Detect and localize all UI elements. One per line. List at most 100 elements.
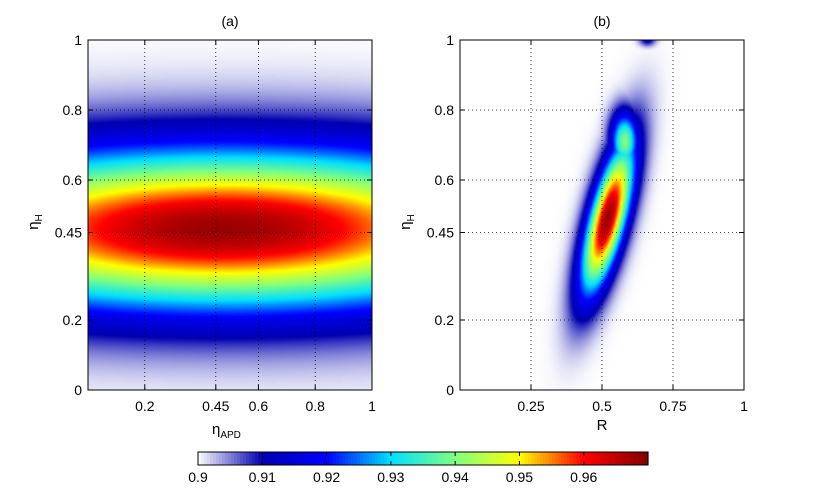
colorbar-segment bbox=[225, 452, 229, 465]
colorbar-segment bbox=[336, 452, 340, 465]
colorbar-segment bbox=[294, 452, 298, 465]
panel-a-heatmap-image bbox=[88, 40, 372, 390]
colorbar-segment bbox=[261, 452, 265, 465]
colorbar-segment bbox=[498, 452, 502, 465]
colorbar-segment bbox=[213, 452, 217, 465]
colorbar-segment bbox=[531, 452, 535, 465]
panel-a-ytick-label: 1 bbox=[74, 32, 82, 48]
colorbar-segment bbox=[450, 452, 454, 465]
colorbar-segment bbox=[561, 452, 565, 465]
colorbar-segment bbox=[372, 452, 376, 465]
colorbar-segment bbox=[333, 452, 337, 465]
colorbar-segment bbox=[273, 452, 277, 465]
colorbar-segment bbox=[420, 452, 424, 465]
colorbar-segment bbox=[240, 452, 244, 465]
colorbar-segment bbox=[276, 452, 280, 465]
colorbar-segment bbox=[357, 452, 361, 465]
colorbar-segment bbox=[375, 452, 379, 465]
colorbar-segment bbox=[582, 452, 586, 465]
colorbar-segment bbox=[381, 452, 385, 465]
colorbar-segment bbox=[396, 452, 400, 465]
colorbar-segment bbox=[444, 452, 448, 465]
colorbar-segment bbox=[384, 452, 388, 465]
colorbar-segment bbox=[246, 452, 250, 465]
panel-a-ytick-label: 0.2 bbox=[63, 312, 83, 328]
colorbar-segment bbox=[453, 452, 457, 465]
colorbar-segment bbox=[417, 452, 421, 465]
panel-a-xtick-label: 1 bbox=[368, 398, 376, 414]
colorbar-segment bbox=[573, 452, 577, 465]
colorbar-segment bbox=[591, 452, 595, 465]
colorbar-segment bbox=[198, 452, 202, 465]
colorbar-segment bbox=[549, 452, 553, 465]
colorbar-segment bbox=[609, 452, 613, 465]
colorbar-segment bbox=[378, 452, 382, 465]
colorbar-segment bbox=[543, 452, 547, 465]
colorbar-segment bbox=[222, 452, 226, 465]
colorbar-segment bbox=[267, 452, 271, 465]
panel-b-ytick-label: 0.45 bbox=[427, 225, 454, 241]
colorbar-segment bbox=[288, 452, 292, 465]
colorbar-segment bbox=[510, 452, 514, 465]
panel-b-xtick-label: 0.75 bbox=[659, 398, 686, 414]
panel-b: (b) 0.25 0.5 0.75 1 0 0.2 0.45 0.6 0.8 1 R ηH bbox=[397, 13, 748, 434]
colorbar-segment bbox=[360, 452, 364, 465]
panel-a-ticks: 0.2 0.45 0.6 0.8 1 0 0.2 0.45 0.6 0.8 1 bbox=[55, 32, 376, 414]
panel-b-xtick-label: 0.25 bbox=[517, 398, 544, 414]
colorbar-segment bbox=[402, 452, 406, 465]
colorbar-segment bbox=[369, 452, 373, 465]
colorbar-segment bbox=[312, 452, 316, 465]
colorbar-segment bbox=[630, 452, 634, 465]
colorbar-segment bbox=[216, 452, 220, 465]
panel-b-ytick-label: 0.2 bbox=[435, 312, 455, 328]
colorbar-segment bbox=[300, 452, 304, 465]
colorbar-segment bbox=[429, 452, 433, 465]
colorbar-segment bbox=[210, 452, 214, 465]
colorbar-segment bbox=[423, 452, 427, 465]
colorbar-segment bbox=[351, 452, 355, 465]
colorbar-segment bbox=[399, 452, 403, 465]
panel-a-ytick-label: 0.6 bbox=[63, 172, 83, 188]
colorbar-tick-label: 0.92 bbox=[313, 469, 340, 485]
colorbar-frame bbox=[197, 451, 649, 466]
panel-a: (a) 0.2 0.45 0.6 0.8 1 0 0.2 0.45 0.6 0.8 1 ηAPD η… bbox=[25, 13, 376, 441]
colorbar-tick-label: 0.93 bbox=[377, 469, 404, 485]
panel-a-ytick-label: 0 bbox=[74, 382, 82, 398]
colorbar-segment bbox=[600, 452, 604, 465]
colorbar-segment bbox=[306, 452, 310, 465]
panel-b-xtick-label: 0.5 bbox=[592, 398, 612, 414]
colorbar-segment bbox=[546, 452, 550, 465]
colorbar-segment bbox=[534, 452, 538, 465]
colorbar-segment bbox=[480, 452, 484, 465]
colorbar: 0.9 0.91 0.92 0.93 0.94 0.95 0.96 bbox=[188, 451, 649, 485]
panel-b-xlabel: R bbox=[597, 417, 608, 434]
colorbar-segment bbox=[588, 452, 592, 465]
colorbar-segment bbox=[309, 452, 313, 465]
colorbar-segment bbox=[249, 452, 253, 465]
colorbar-segment bbox=[489, 452, 493, 465]
colorbar-segment bbox=[552, 452, 556, 465]
colorbar-segment bbox=[474, 452, 478, 465]
panel-a-xlabel: ηAPD bbox=[212, 421, 241, 441]
panel-b-ylabel: ηH bbox=[397, 214, 417, 230]
colorbar-segment bbox=[492, 452, 496, 465]
colorbar-segment bbox=[576, 452, 580, 465]
colorbar-segment bbox=[264, 452, 268, 465]
colorbar-segment bbox=[339, 452, 343, 465]
colorbar-segment bbox=[633, 452, 637, 465]
colorbar-segment bbox=[321, 452, 325, 465]
colorbar-segment bbox=[432, 452, 436, 465]
colorbar-segment bbox=[285, 452, 289, 465]
colorbar-segment bbox=[606, 452, 610, 465]
panel-b-ytick-label: 1 bbox=[446, 32, 454, 48]
colorbar-segment bbox=[279, 452, 283, 465]
colorbar-segment bbox=[207, 452, 211, 465]
panel-a-title: (a) bbox=[221, 13, 238, 29]
colorbar-segment bbox=[564, 452, 568, 465]
colorbar-segment bbox=[624, 452, 628, 465]
colorbar-tick-label: 0.95 bbox=[506, 469, 533, 485]
colorbar-segment bbox=[258, 452, 262, 465]
panel-b-ticks: 0.25 0.5 0.75 1 0 0.2 0.45 0.6 0.8 1 bbox=[427, 32, 748, 414]
colorbar-segment bbox=[597, 452, 601, 465]
